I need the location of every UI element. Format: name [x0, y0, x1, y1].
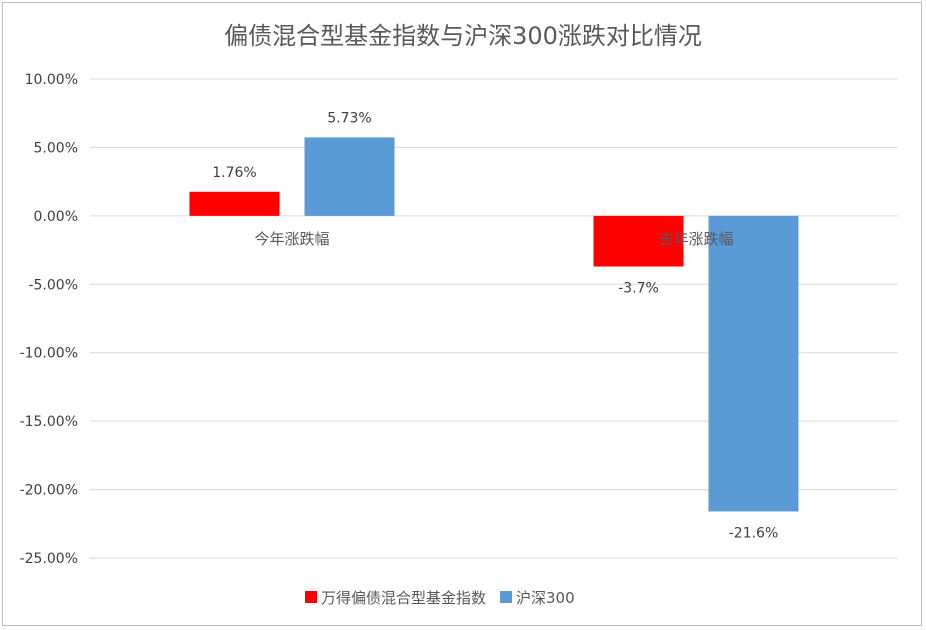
- y-axis: 10.00% 5.00% 0.00% -5.00% -10.00% -15.00% -20.…: [20, 72, 78, 567]
- data-label: -3.7%: [618, 280, 659, 296]
- legend-swatch: [500, 591, 513, 603]
- legend: 万得偏债混合型基金指数 沪深300: [305, 589, 575, 607]
- legend-label: 沪深300: [516, 589, 575, 607]
- bar: [189, 191, 280, 216]
- y-tick-label: -5.00%: [28, 277, 78, 293]
- legend-label: 万得偏债混合型基金指数: [321, 589, 486, 607]
- category-labels: 今年涨跌幅 去年涨跌幅: [254, 230, 733, 248]
- y-tick-label: -25.00%: [20, 551, 78, 567]
- bar: [593, 215, 684, 267]
- legend-swatch: [305, 591, 317, 603]
- bars: [189, 137, 799, 512]
- y-tick-label: -20.00%: [20, 483, 78, 499]
- y-tick-label: -15.00%: [20, 414, 78, 430]
- category-label: 去年涨跌幅: [658, 230, 733, 248]
- y-tick-label: 10.00%: [25, 72, 78, 88]
- category-label: 今年涨跌幅: [254, 230, 329, 248]
- bar: [304, 137, 395, 216]
- data-labels: 1.76% 5.73% -3.7% -21.6%: [212, 110, 778, 541]
- y-tick-label: 0.00%: [34, 209, 78, 225]
- chart-title: 偏债混合型基金指数与沪深300涨跌对比情况: [224, 22, 702, 50]
- data-label: 1.76%: [212, 165, 256, 181]
- y-tick-label: -10.00%: [20, 346, 78, 362]
- data-label: -21.6%: [729, 525, 779, 541]
- data-label: 5.73%: [327, 110, 371, 126]
- bar: [708, 215, 799, 512]
- y-tick-label: 5.00%: [34, 140, 78, 156]
